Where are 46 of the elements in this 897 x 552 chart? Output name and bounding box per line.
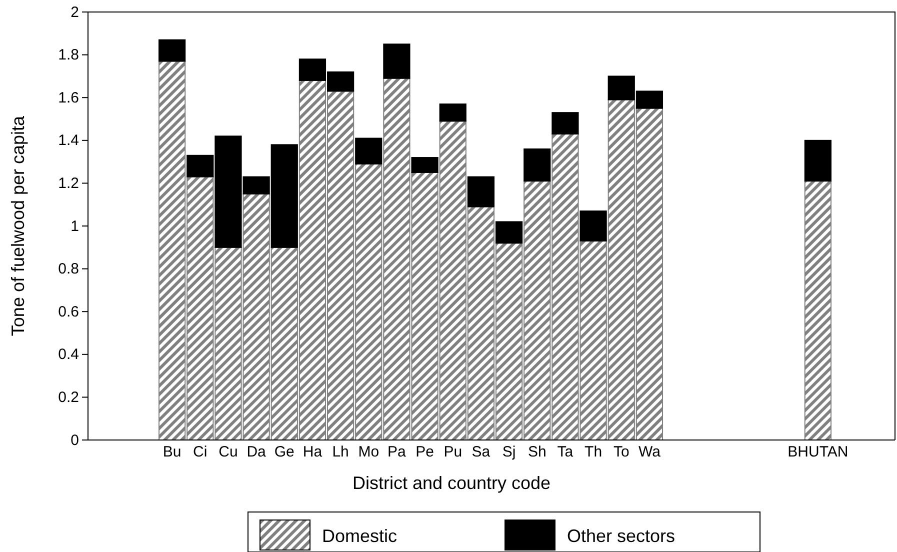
x-tick-label: Ha bbox=[302, 444, 323, 460]
y-tick-label: 0 bbox=[70, 432, 79, 449]
bar bbox=[439, 104, 466, 122]
bar bbox=[804, 140, 832, 182]
legend-label: Other sectors bbox=[567, 526, 676, 546]
y-tick-label: 1.2 bbox=[58, 175, 79, 192]
x-tick-label: Lh bbox=[332, 444, 349, 460]
x-tick-label: Ta bbox=[557, 444, 574, 460]
x-tick-label: Bu bbox=[162, 444, 182, 460]
x-tick-label: Pu bbox=[444, 444, 462, 460]
bar bbox=[158, 39, 186, 62]
y-tick-label: 1.8 bbox=[58, 46, 79, 64]
legend-label: Domestic bbox=[322, 526, 398, 546]
y-tick-label: 1.6 bbox=[58, 89, 79, 106]
y-tick-label: 0.8 bbox=[58, 260, 79, 278]
x-tick-label: Ge bbox=[274, 444, 294, 460]
x-tick-label: Wa bbox=[638, 444, 662, 460]
x-tick-label: Th bbox=[584, 444, 602, 460]
bar bbox=[383, 44, 410, 79]
x-tick-label: Sj bbox=[502, 444, 516, 460]
x-axis-title: District and country code bbox=[352, 473, 551, 493]
y-tick-label: 1 bbox=[70, 218, 79, 235]
bar bbox=[495, 221, 523, 244]
x-tick-label: Pa bbox=[388, 444, 407, 460]
x-tick-label: Mo bbox=[358, 444, 380, 460]
x-tick-label: Pe bbox=[416, 444, 434, 460]
bar bbox=[524, 148, 551, 182]
bar bbox=[552, 112, 579, 134]
bar bbox=[355, 138, 382, 164]
bar bbox=[804, 180, 832, 440]
y-tick-label: 0.4 bbox=[58, 346, 79, 364]
x-tick-label: Cu bbox=[218, 444, 238, 460]
y-axis-title: Tone of fuelwood per capita bbox=[8, 114, 28, 336]
y-tick-label: 0.6 bbox=[58, 303, 79, 320]
bar bbox=[411, 157, 438, 173]
y-tick-label: 0.2 bbox=[58, 389, 79, 406]
y-tick-label: 2 bbox=[70, 4, 79, 21]
y-tick-label: 1.4 bbox=[58, 132, 79, 150]
x-tick-label: BHUTAN bbox=[788, 444, 848, 460]
x-tick-label: To bbox=[613, 444, 630, 460]
bar bbox=[467, 176, 495, 208]
x-tick-label: Sa bbox=[472, 444, 491, 460]
x-tick-label: Da bbox=[246, 444, 267, 460]
x-tick-label: Sh bbox=[528, 444, 546, 460]
x-tick-label: Ci bbox=[193, 444, 208, 460]
bar bbox=[580, 210, 607, 242]
